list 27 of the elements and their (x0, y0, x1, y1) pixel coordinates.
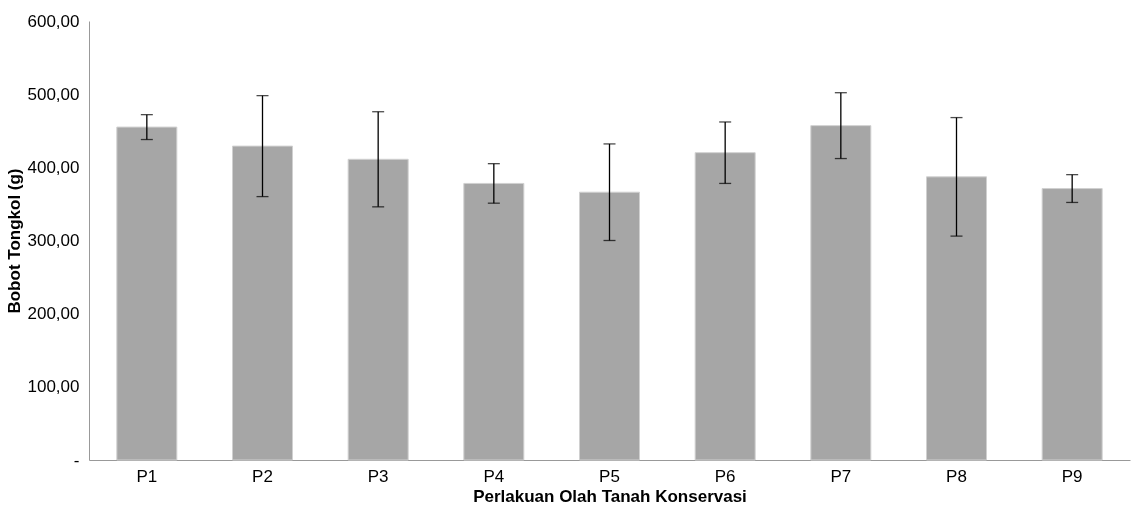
bar (347, 158, 409, 461)
y-tick-label: 300,00 (27, 231, 80, 250)
x-tick-label: P2 (252, 466, 273, 486)
bar (579, 191, 640, 461)
bar (694, 152, 756, 461)
bar (463, 182, 525, 461)
x-tick-label: P7 (830, 466, 852, 486)
x-tick-label: P9 (1061, 466, 1083, 486)
x-axis-title: Perlakuan Olah Tanah Konservasi (473, 486, 747, 506)
y-tick-label: 200,00 (27, 304, 80, 324)
x-tick-label: P5 (599, 466, 620, 486)
y-tick-label: 100,00 (27, 377, 80, 397)
x-tick-label: P6 (714, 466, 736, 486)
x-tick-label: P4 (483, 466, 505, 486)
y-tick-label: - (73, 450, 80, 470)
bar (232, 145, 293, 461)
bar (1041, 188, 1103, 461)
bar (810, 125, 872, 461)
y-tick-label: 400,00 (27, 157, 80, 177)
y-tick-label: 500,00 (27, 84, 80, 104)
y-axis-title: Bobot Tongkol (g) (4, 168, 24, 314)
x-tick-label: P3 (367, 466, 389, 486)
y-tick-label: 600,00 (27, 11, 80, 31)
x-tick-label: P1 (136, 466, 158, 486)
x-tick-label: P8 (946, 466, 967, 486)
bar (116, 126, 178, 461)
bar (926, 176, 987, 461)
